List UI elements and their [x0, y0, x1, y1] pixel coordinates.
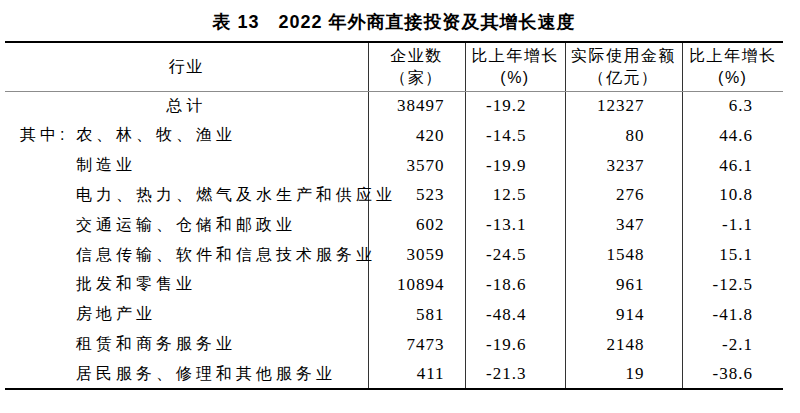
header-amount-used: 实际使用金额 （亿元）	[565, 42, 682, 91]
table-row: 交通运输、仓储和邮政业 602-13.1347-1.1	[5, 210, 783, 240]
header-amount-growth-line1: 比上年增长	[683, 45, 784, 67]
enterprises-cell: 10894	[368, 270, 465, 300]
enterprises-cell: 411	[368, 360, 465, 390]
header-enterprises-growth-line2: (%)	[466, 67, 565, 89]
header-amount-growth: 比上年增长 (%)	[682, 42, 783, 91]
industry-label: 居民服务、修理和其他服务业	[76, 365, 336, 382]
header-enterprises: 企业数 （家）	[368, 42, 465, 91]
industry-cell: 总计	[5, 91, 368, 121]
table-row: 总计 38497-19.2123276.3	[5, 91, 783, 121]
enterprises-growth-cell: -24.5	[465, 240, 565, 270]
header-enterprises-line2: （家）	[369, 67, 465, 89]
amount-growth-cell: -38.6	[682, 360, 783, 390]
amount-used-cell: 3237	[565, 151, 682, 181]
industry-label: 制造业	[76, 156, 136, 173]
amount-used-cell: 347	[565, 210, 682, 240]
amount-growth-cell: -41.8	[682, 300, 783, 330]
industry-cell: 其中:农、林、牧、渔业	[5, 121, 368, 151]
enterprises-growth-cell: -13.1	[465, 210, 565, 240]
enterprises-growth-cell: -21.3	[465, 360, 565, 390]
enterprises-growth-cell: 12.5	[465, 181, 565, 211]
table-header-row: 行业 企业数 （家） 比上年增长 (%) 实际使用金额 （亿元） 比上年增长 (…	[5, 42, 783, 91]
amount-growth-cell: 46.1	[682, 151, 783, 181]
table-row: 居民服务、修理和其他服务业 411-21.319-38.6	[5, 360, 783, 390]
amount-used-cell: 12327	[565, 91, 682, 121]
industry-label: 农、林、牧、渔业	[76, 126, 236, 143]
industry-label: 房地产业	[76, 305, 156, 322]
page: 表 13 2022 年外商直接投资及其增长速度 行业 企业数 （家） 比上年增长…	[0, 0, 800, 413]
amount-growth-cell: 6.3	[682, 91, 783, 121]
header-enterprises-line1: 企业数	[369, 45, 465, 67]
industry-cell: 制造业	[5, 151, 368, 181]
amount-used-cell: 961	[565, 270, 682, 300]
enterprises-cell: 420	[368, 121, 465, 151]
header-amount-used-line2: （亿元）	[566, 67, 682, 89]
industry-prefix: 其中:	[20, 125, 76, 146]
enterprises-cell: 581	[368, 300, 465, 330]
amount-growth-cell: 15.1	[682, 240, 783, 270]
industry-label: 电力、热力、燃气及水生产和供应业	[76, 186, 396, 203]
amount-growth-cell: 44.6	[682, 121, 783, 151]
industry-cell: 电力、热力、燃气及水生产和供应业	[5, 181, 368, 211]
amount-used-cell: 2148	[565, 330, 682, 360]
industry-label: 交通运输、仓储和邮政业	[76, 216, 296, 233]
table-title: 表 13 2022 年外商直接投资及其增长速度	[0, 10, 788, 34]
header-enterprises-growth: 比上年增长 (%)	[465, 42, 565, 91]
industry-cell: 交通运输、仓储和邮政业	[5, 210, 368, 240]
enterprises-growth-cell: -19.6	[465, 330, 565, 360]
enterprises-cell: 602	[368, 210, 465, 240]
amount-used-cell: 19	[565, 360, 682, 390]
industry-label: 总计	[166, 97, 206, 114]
enterprises-growth-cell: -18.6	[465, 270, 565, 300]
table-body: 总计38497-19.2123276.3其中:农、林、牧、渔业420-14.58…	[5, 91, 783, 389]
amount-growth-cell: 10.8	[682, 181, 783, 211]
enterprises-cell: 7473	[368, 330, 465, 360]
industry-cell: 租赁和商务服务业	[5, 330, 368, 360]
enterprises-cell: 3570	[368, 151, 465, 181]
header-amount-growth-line2: (%)	[683, 67, 784, 89]
industry-label: 批发和零售业	[76, 275, 196, 292]
table-row: 批发和零售业 10894-18.6961-12.5	[5, 270, 783, 300]
table-row: 制造业 3570-19.9323746.1	[5, 151, 783, 181]
enterprises-cell: 3059	[368, 240, 465, 270]
header-amount-used-line1: 实际使用金额	[566, 45, 682, 67]
amount-used-cell: 276	[565, 181, 682, 211]
enterprises-growth-cell: -48.4	[465, 300, 565, 330]
amount-growth-cell: -2.1	[682, 330, 783, 360]
industry-label: 租赁和商务服务业	[76, 335, 236, 352]
fdi-table: 行业 企业数 （家） 比上年增长 (%) 实际使用金额 （亿元） 比上年增长 (…	[5, 41, 783, 390]
enterprises-cell: 38497	[368, 91, 465, 121]
header-enterprises-growth-line1: 比上年增长	[466, 45, 565, 67]
table-row: 信息传输、软件和信息技术服务业3059-24.5154815.1	[5, 240, 783, 270]
industry-cell: 批发和零售业	[5, 270, 368, 300]
table-row: 其中:农、林、牧、渔业420-14.58044.6	[5, 121, 783, 151]
table-row: 电力、热力、燃气及水生产和供应业52312.527610.8	[5, 181, 783, 211]
amount-used-cell: 80	[565, 121, 682, 151]
enterprises-growth-cell: -19.2	[465, 91, 565, 121]
table-row: 房地产业 581-48.4914-41.8	[5, 300, 783, 330]
enterprises-growth-cell: -19.9	[465, 151, 565, 181]
industry-cell: 居民服务、修理和其他服务业	[5, 360, 368, 390]
enterprises-growth-cell: -14.5	[465, 121, 565, 151]
amount-growth-cell: -1.1	[682, 210, 783, 240]
industry-cell: 信息传输、软件和信息技术服务业	[5, 240, 368, 270]
amount-used-cell: 1548	[565, 240, 682, 270]
table-row: 租赁和商务服务业 7473-19.62148-2.1	[5, 330, 783, 360]
header-industry-label: 行业	[5, 56, 368, 78]
amount-used-cell: 914	[565, 300, 682, 330]
header-industry: 行业	[5, 42, 368, 91]
industry-cell: 房地产业	[5, 300, 368, 330]
industry-label: 信息传输、软件和信息技术服务业	[76, 246, 376, 263]
amount-growth-cell: -12.5	[682, 270, 783, 300]
